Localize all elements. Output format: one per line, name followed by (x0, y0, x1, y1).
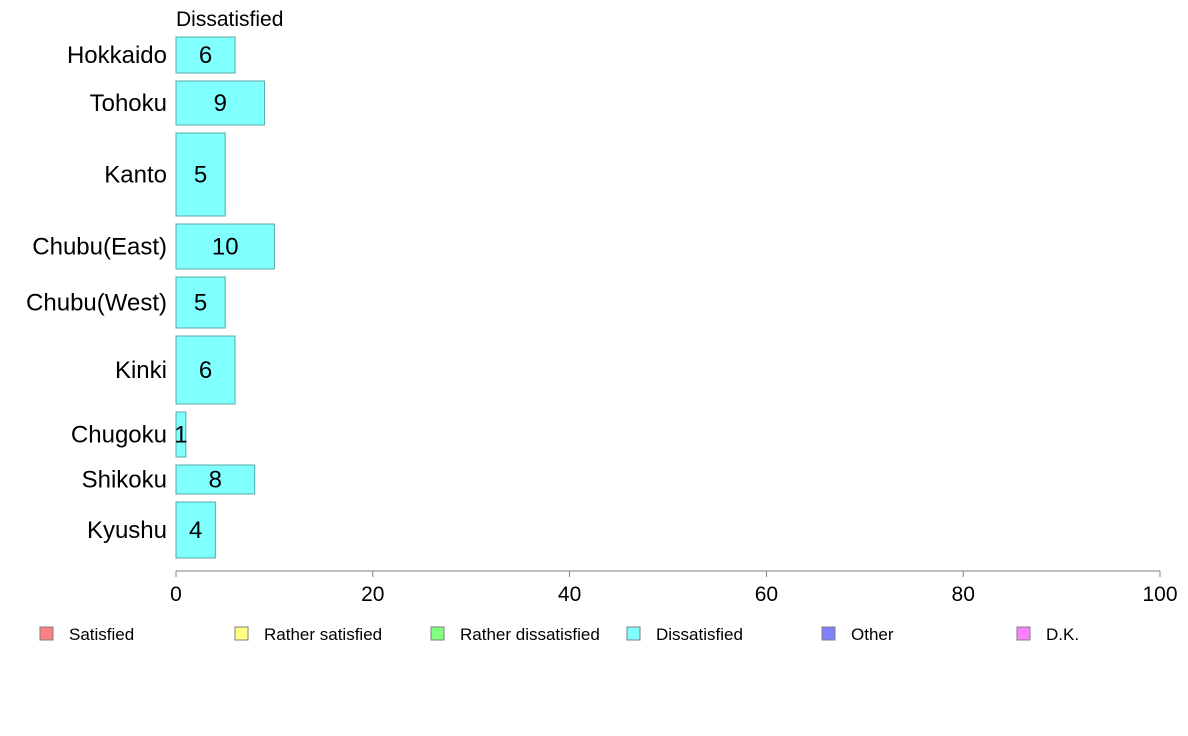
category-label: Kyushu (87, 517, 167, 544)
data-label: 9 (214, 90, 227, 117)
bar-chubu-east- (175, 223, 275, 270)
legend-swatch (39, 626, 54, 641)
legend-swatch (1016, 626, 1031, 641)
data-label: 10 (212, 234, 239, 261)
bar-chubu-west- (175, 276, 226, 329)
legend-label: D.K. (1046, 625, 1079, 644)
x-tick-label: 60 (755, 583, 778, 606)
bar-tohoku (175, 80, 266, 126)
bar-kyushu (175, 501, 216, 559)
category-label: Tohoku (90, 90, 167, 117)
data-label: 8 (209, 467, 222, 494)
x-tick-label: 20 (361, 583, 384, 606)
data-label: 5 (194, 290, 207, 317)
category-label: Chugoku (71, 422, 167, 449)
x-tick-label: 100 (1142, 583, 1177, 606)
panel-title: Dissatisfied (176, 8, 283, 31)
legend-swatch (430, 626, 445, 641)
data-label: 6 (199, 42, 212, 69)
x-tick-label: 0 (170, 583, 182, 606)
bar-group: 6 Hokkaido 9 Tohoku 5 Kanto 10 Chubu(East) 5 Chub… (26, 36, 275, 559)
category-label: Hokkaido (67, 42, 167, 69)
bar-hokkaido (175, 36, 236, 74)
x-axis: 0 20 40 60 80 100 (170, 570, 1178, 606)
bar-shikoku (175, 464, 256, 495)
bar-chugoku (175, 411, 187, 458)
legend-label: Dissatisfied (656, 625, 743, 644)
category-label: Chubu(East) (32, 234, 167, 261)
legend-swatch (234, 626, 249, 641)
category-label: Kinki (115, 357, 167, 384)
legend-label: Rather dissatisfied (460, 625, 600, 644)
legend-swatch (626, 626, 641, 641)
legend-label: Satisfied (69, 625, 134, 644)
legend: Satisfied Rather satisfied Rather dissatis… (39, 625, 1079, 644)
bar-kanto (175, 132, 226, 217)
x-tick-label: 80 (952, 583, 975, 606)
bar-kinki (175, 335, 236, 405)
legend-swatch (821, 626, 836, 641)
category-label: Chubu(West) (26, 290, 167, 317)
category-label: Kanto (104, 162, 167, 189)
data-label: 5 (194, 162, 207, 189)
data-label: 6 (199, 357, 212, 384)
legend-label: Rather satisfied (264, 625, 382, 644)
legend-label: Other (851, 625, 894, 644)
category-label: Shikoku (82, 467, 167, 494)
data-label: 4 (189, 517, 202, 544)
data-label: 1 (174, 422, 187, 449)
x-tick-label: 40 (558, 583, 581, 606)
